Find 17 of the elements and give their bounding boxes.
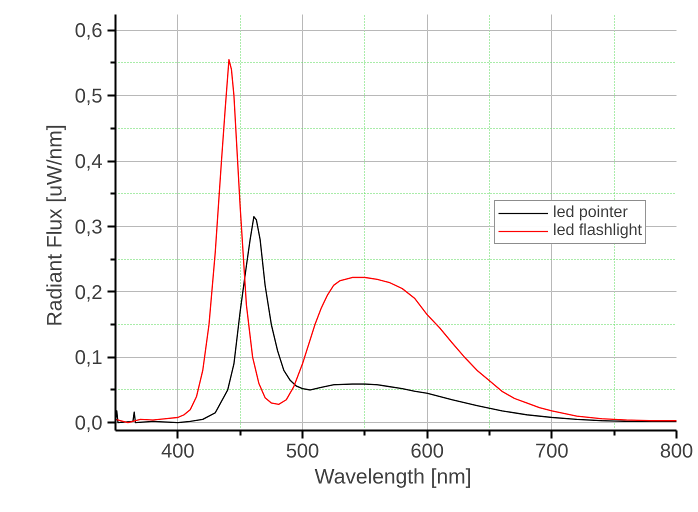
x-tick-label: 700: [535, 440, 569, 462]
y-tick-label: 0,5: [74, 86, 103, 108]
y-tick-label: 0,3: [74, 216, 103, 238]
legend-label: led flashlight: [553, 222, 642, 240]
x-tick-label: 600: [410, 440, 444, 462]
y-tick-label: 0,4: [74, 151, 103, 174]
x-tick-label: 500: [286, 440, 320, 462]
line-series: [116, 58, 676, 424]
x-axis-title: Wavelength [nm]: [314, 466, 472, 488]
x-tick-label: 800: [660, 440, 694, 462]
y-tick-label: 0,2: [74, 282, 103, 304]
y-tick-label: 0,6: [74, 20, 103, 42]
x-tick-label: 400: [161, 440, 195, 462]
y-tick-label: 0,1: [74, 347, 103, 370]
y-axis-title: Radiant Flux [uW/nm]: [44, 124, 67, 326]
legend-label: led pointer: [553, 204, 628, 222]
y-tick-label: 0,0: [74, 412, 103, 435]
